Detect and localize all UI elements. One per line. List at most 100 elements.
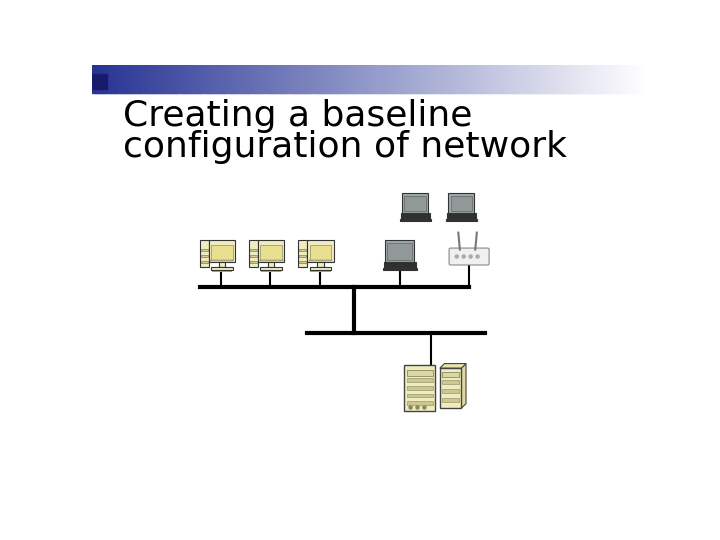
Circle shape bbox=[462, 255, 465, 258]
Bar bbox=[557, 65, 560, 92]
Bar bbox=[351, 65, 353, 92]
Bar bbox=[250, 249, 257, 251]
Bar bbox=[223, 65, 225, 92]
Bar bbox=[589, 65, 592, 92]
Bar bbox=[348, 65, 351, 92]
Bar bbox=[587, 65, 590, 92]
Circle shape bbox=[416, 406, 419, 409]
Bar bbox=[336, 65, 338, 92]
Bar bbox=[613, 65, 616, 92]
Bar bbox=[463, 65, 466, 92]
Bar bbox=[347, 65, 349, 92]
Bar bbox=[293, 65, 296, 92]
Bar bbox=[116, 65, 119, 92]
Bar bbox=[441, 65, 444, 92]
Bar bbox=[637, 65, 639, 92]
Bar bbox=[136, 65, 139, 92]
Bar bbox=[386, 65, 388, 92]
Bar bbox=[510, 65, 512, 92]
Bar bbox=[513, 65, 516, 92]
Bar bbox=[334, 65, 336, 92]
Bar bbox=[570, 65, 573, 92]
Bar bbox=[528, 65, 531, 92]
Bar bbox=[151, 65, 153, 92]
Bar bbox=[199, 65, 202, 92]
Bar bbox=[228, 65, 231, 92]
Bar bbox=[328, 65, 331, 92]
Bar bbox=[456, 65, 459, 92]
Bar bbox=[544, 65, 547, 92]
Bar bbox=[207, 65, 209, 92]
Bar bbox=[436, 65, 438, 92]
Bar bbox=[641, 65, 643, 92]
Bar bbox=[299, 65, 302, 92]
Bar bbox=[426, 65, 429, 92]
Bar bbox=[582, 65, 584, 92]
Bar bbox=[420, 65, 423, 92]
Bar bbox=[407, 378, 433, 382]
Bar bbox=[217, 65, 220, 92]
Bar bbox=[297, 65, 300, 92]
Bar bbox=[576, 65, 579, 92]
Bar bbox=[234, 65, 237, 92]
Bar bbox=[181, 65, 183, 92]
Bar bbox=[626, 65, 629, 92]
Bar bbox=[201, 65, 204, 92]
Bar bbox=[250, 255, 257, 257]
Bar bbox=[621, 65, 623, 92]
Bar bbox=[419, 65, 421, 92]
Bar bbox=[211, 245, 233, 260]
Bar bbox=[445, 65, 447, 92]
Bar bbox=[300, 249, 306, 251]
Bar bbox=[221, 65, 224, 92]
Bar bbox=[268, 262, 274, 267]
Bar bbox=[400, 213, 430, 219]
Bar bbox=[292, 65, 294, 92]
Bar bbox=[201, 261, 207, 264]
Bar bbox=[194, 65, 196, 92]
Bar bbox=[360, 65, 362, 92]
Bar bbox=[433, 65, 436, 92]
Bar bbox=[382, 65, 384, 92]
Bar bbox=[261, 271, 282, 272]
Bar bbox=[484, 65, 486, 92]
Bar bbox=[458, 65, 460, 92]
Bar bbox=[271, 65, 274, 92]
Bar bbox=[447, 213, 476, 219]
Bar bbox=[109, 65, 111, 92]
Bar bbox=[158, 65, 161, 92]
Bar bbox=[197, 65, 199, 92]
Bar bbox=[572, 65, 575, 92]
Bar bbox=[302, 65, 305, 92]
Bar bbox=[145, 65, 148, 92]
Bar bbox=[467, 65, 469, 92]
Bar bbox=[332, 65, 335, 92]
Bar bbox=[246, 65, 248, 92]
Bar bbox=[279, 65, 281, 92]
Bar bbox=[162, 65, 165, 92]
Bar bbox=[301, 65, 303, 92]
Bar bbox=[583, 65, 586, 92]
Bar bbox=[323, 65, 325, 92]
Bar bbox=[593, 65, 595, 92]
Bar bbox=[148, 65, 150, 92]
Bar bbox=[280, 65, 283, 92]
Bar bbox=[476, 65, 479, 92]
Polygon shape bbox=[440, 363, 466, 368]
Bar bbox=[561, 65, 564, 92]
Bar bbox=[400, 65, 403, 92]
Bar bbox=[442, 398, 459, 402]
Bar bbox=[452, 65, 455, 92]
FancyBboxPatch shape bbox=[449, 248, 489, 265]
Bar bbox=[639, 65, 642, 92]
Bar bbox=[309, 260, 332, 261]
Bar bbox=[179, 65, 181, 92]
Bar bbox=[518, 65, 521, 92]
Bar bbox=[210, 260, 233, 261]
Bar bbox=[556, 65, 558, 92]
Bar bbox=[96, 65, 98, 92]
Bar bbox=[442, 372, 459, 377]
Circle shape bbox=[476, 255, 479, 258]
Bar bbox=[622, 65, 625, 92]
Bar bbox=[498, 65, 501, 92]
